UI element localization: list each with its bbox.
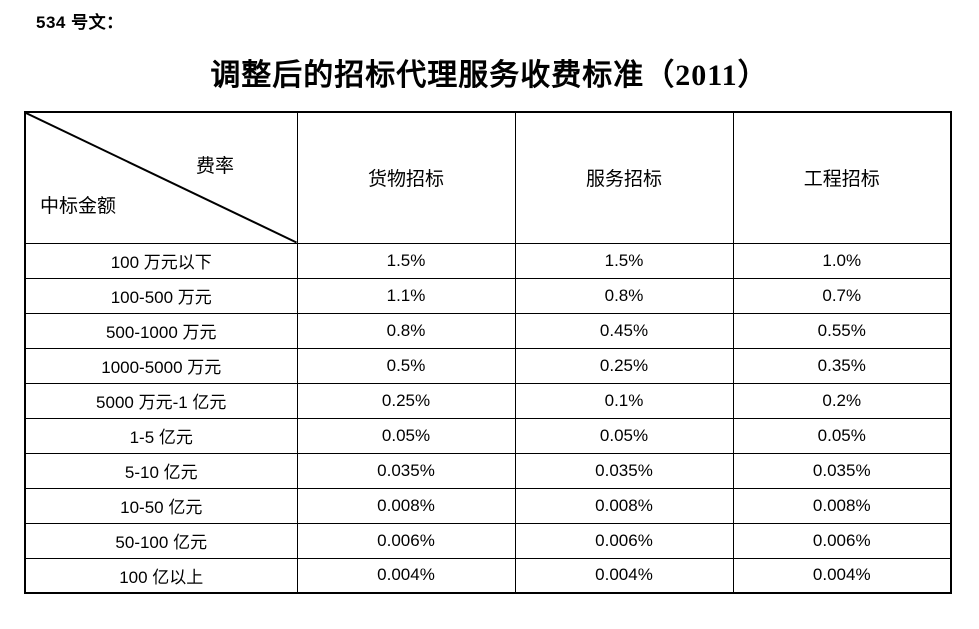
rate-cell: 0.8%: [296, 312, 516, 349]
rate-cell: 0.35%: [732, 347, 952, 384]
table-row: 1-5 亿元 0.05% 0.05% 0.05%: [24, 417, 952, 454]
rate-cell: 0.008%: [514, 487, 734, 524]
table-row: 50-100 亿元 0.006% 0.006% 0.006%: [24, 522, 952, 559]
rate-cell: 0.05%: [732, 417, 952, 454]
rate-cell: 0.035%: [732, 452, 952, 489]
rate-cell: 0.004%: [296, 557, 516, 594]
table-header-row: 费率 中标金额 货物招标 服务招标 工程招标: [24, 111, 952, 244]
rate-cell: 1.0%: [732, 242, 952, 279]
table-row: 100-500 万元 1.1% 0.8% 0.7%: [24, 277, 952, 314]
rate-cell: 0.8%: [514, 277, 734, 314]
rate-cell: 0.7%: [732, 277, 952, 314]
rate-cell: 0.008%: [732, 487, 952, 524]
page-title: 调整后的招标代理服务收费标准（2011）: [210, 59, 769, 92]
rate-cell: 0.05%: [514, 417, 734, 454]
amount-cell: 50-100 亿元: [24, 522, 298, 559]
rate-cell: 0.035%: [514, 452, 734, 489]
amount-cell: 5-10 亿元: [24, 452, 298, 489]
amount-cell: 100 亿以上: [24, 557, 298, 594]
rate-cell: 0.5%: [296, 347, 516, 384]
corner-label-amount: 中标金额: [40, 196, 117, 217]
corner-label-rate: 费率: [196, 156, 235, 177]
rate-cell: 1.5%: [296, 242, 516, 279]
amount-cell: 10-50 亿元: [24, 487, 298, 524]
rate-cell: 0.006%: [296, 522, 516, 559]
rate-cell: 0.05%: [296, 417, 516, 454]
rate-cell: 1.1%: [296, 277, 516, 314]
table-row: 500-1000 万元 0.8% 0.45% 0.55%: [24, 312, 952, 349]
amount-cell: 1-5 亿元: [24, 417, 298, 454]
rate-cell: 0.008%: [296, 487, 516, 524]
table-row: 1000-5000 万元 0.5% 0.25% 0.35%: [24, 347, 952, 384]
amount-cell: 1000-5000 万元: [24, 347, 298, 384]
rate-cell: 0.004%: [732, 557, 952, 594]
table-row: 5000 万元-1 亿元 0.25% 0.1% 0.2%: [24, 382, 952, 419]
table-row: 5-10 亿元 0.035% 0.035% 0.035%: [24, 452, 952, 489]
rate-cell: 0.035%: [296, 452, 516, 489]
column-header-engineering: 工程招标: [732, 111, 952, 244]
doc-number-label: 534 号文：: [36, 13, 124, 32]
rate-cell: 1.5%: [514, 242, 734, 279]
amount-cell: 100-500 万元: [24, 277, 298, 314]
rate-cell: 0.006%: [732, 522, 952, 559]
diagonal-divider-line: [26, 113, 296, 242]
column-header-goods: 货物招标: [296, 111, 516, 244]
rate-cell: 0.1%: [514, 382, 734, 419]
table-row: 10-50 亿元 0.008% 0.008% 0.008%: [24, 487, 952, 524]
fee-rate-table: 费率 中标金额 货物招标 服务招标 工程招标 100 万元以下 1.5% 1.5…: [24, 111, 952, 594]
table-row: 100 万元以下 1.5% 1.5% 1.0%: [24, 242, 952, 279]
rate-cell: 0.45%: [514, 312, 734, 349]
rate-cell: 0.006%: [514, 522, 734, 559]
table-row: 100 亿以上 0.004% 0.004% 0.004%: [24, 557, 952, 594]
rate-cell: 0.2%: [732, 382, 952, 419]
amount-cell: 5000 万元-1 亿元: [24, 382, 298, 419]
amount-cell: 100 万元以下: [24, 242, 298, 279]
rate-cell: 0.25%: [514, 347, 734, 384]
rate-cell: 0.25%: [296, 382, 516, 419]
rate-cell: 0.55%: [732, 312, 952, 349]
diagonal-header-cell: 费率 中标金额: [24, 111, 298, 244]
column-header-services: 服务招标: [514, 111, 734, 244]
amount-cell: 500-1000 万元: [24, 312, 298, 349]
rate-cell: 0.004%: [514, 557, 734, 594]
